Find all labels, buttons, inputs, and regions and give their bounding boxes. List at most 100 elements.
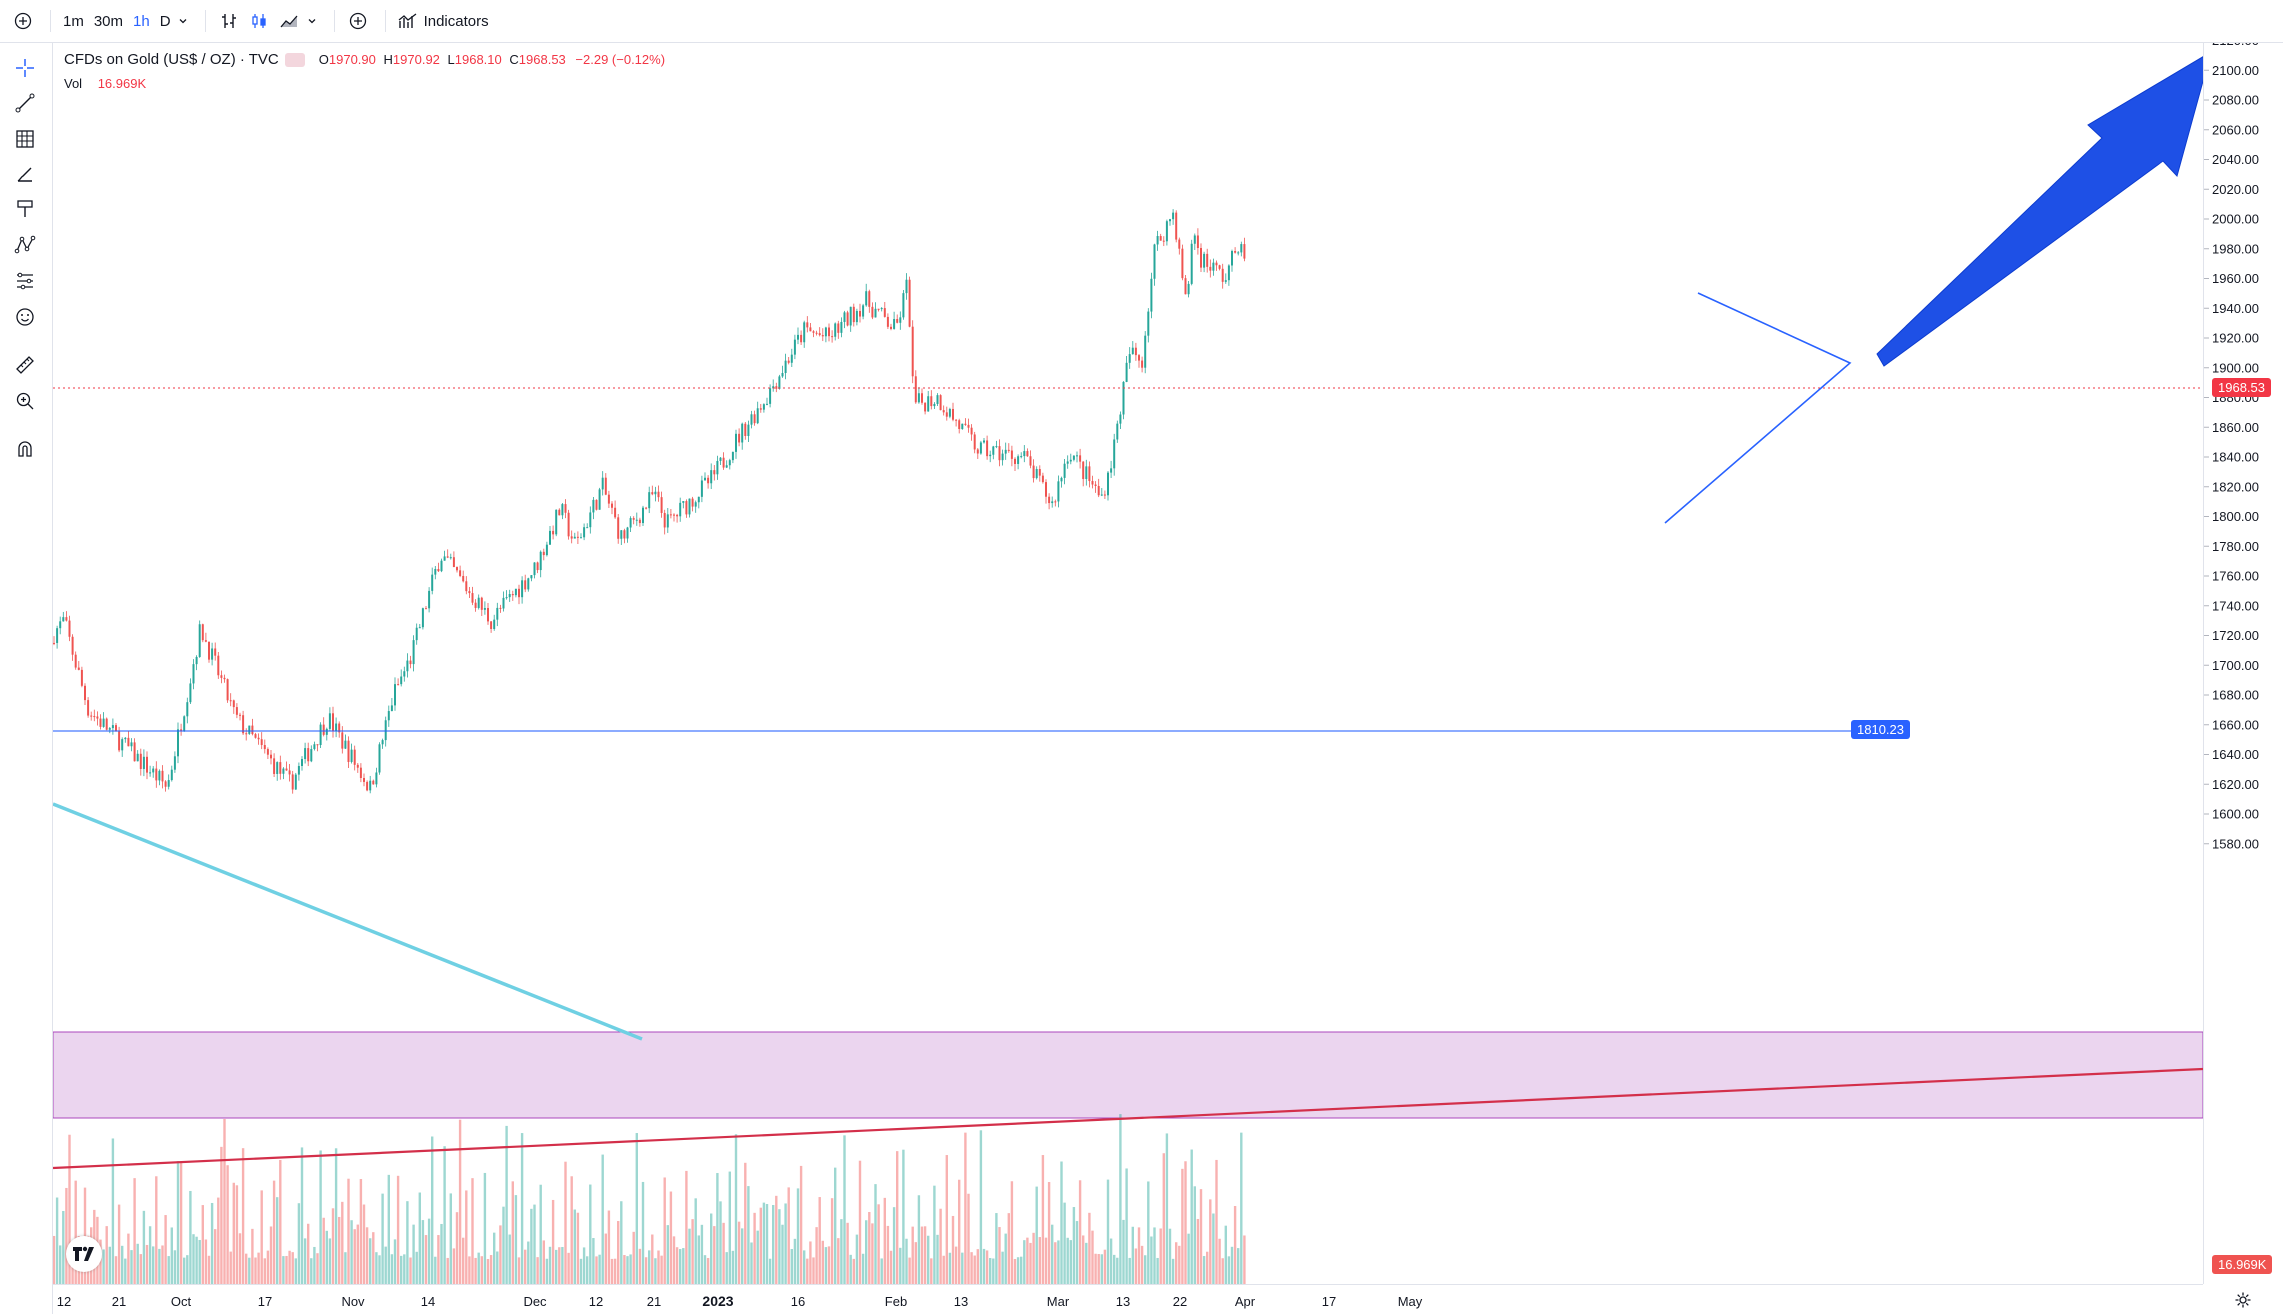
volume-bar (353, 1229, 356, 1284)
chart-canvas[interactable] (53, 43, 2203, 1284)
compare-add-icon[interactable] (345, 8, 371, 34)
ascending-trendline[interactable] (53, 1067, 2203, 1170)
volume-bar (142, 1210, 146, 1284)
forecast-arrow[interactable] (1876, 52, 2203, 367)
candle-body (366, 781, 369, 791)
volume-bar (170, 1227, 173, 1284)
candle-body (332, 713, 334, 732)
volume-bar (772, 1205, 775, 1284)
candle-body (223, 677, 226, 680)
candle-body (694, 502, 697, 507)
chart-pane[interactable]: CFDs on Gold (US$ / OZ) · TVC O1970.90 H… (53, 43, 2203, 1284)
forecast-tool-icon[interactable] (11, 267, 39, 295)
volume-bar (210, 1202, 214, 1284)
trend-line-icon[interactable] (11, 89, 39, 117)
candle-body (189, 683, 192, 703)
candle-body (319, 724, 322, 746)
triangle-pattern[interactable] (1664, 292, 1852, 524)
indicators-button[interactable]: Indicators (398, 12, 489, 30)
volume-bar (564, 1161, 567, 1284)
candle-body (248, 725, 251, 734)
volume-bar (728, 1171, 731, 1284)
volume-bar (201, 1205, 204, 1284)
candle-body (428, 590, 431, 609)
volume-bar (573, 1209, 576, 1284)
candle-body (204, 640, 207, 642)
ruler-icon[interactable] (11, 351, 39, 379)
volume-bar (272, 1180, 276, 1284)
candle-body (862, 305, 865, 317)
chevron-down-icon[interactable] (304, 8, 320, 34)
candle-body (735, 433, 737, 452)
candle-body (1181, 248, 1184, 279)
candle-body (1007, 449, 1010, 451)
volume-bar (1140, 1245, 1144, 1284)
zoom-in-icon[interactable] (11, 387, 39, 415)
candle-body (1076, 455, 1078, 457)
interval-1h[interactable]: 1h (133, 12, 150, 30)
magnet-icon[interactable] (11, 435, 39, 463)
volume-bar (598, 1254, 601, 1284)
candle-body (111, 725, 114, 729)
candle-body (167, 780, 170, 787)
candles-icon[interactable] (246, 8, 272, 34)
volume-bar (152, 1246, 155, 1284)
volume-bar (861, 1253, 865, 1284)
volume-bar (1057, 1240, 1060, 1284)
settings-gear-icon[interactable] (2230, 1287, 2256, 1313)
pattern-tool-icon[interactable] (11, 231, 39, 259)
volume-bar (1013, 1258, 1017, 1284)
interval-1m[interactable]: 1m (63, 12, 84, 30)
bar-chart-icon[interactable] (216, 8, 242, 34)
candle-body (961, 423, 964, 430)
candle-body (214, 648, 217, 656)
volume-bar (914, 1242, 917, 1284)
volume-bar (1128, 1257, 1131, 1284)
time-axis[interactable]: 12 21 Oct 17 Nov 14 Dec 12 21 2023 16 Feb 13 Mar 13 22 A… (53, 1284, 2251, 1315)
interval-30m[interactable]: 30m (93, 12, 124, 30)
volume-bar (533, 1204, 536, 1284)
symbol-title[interactable]: CFDs on Gold (US$ / OZ) · TVC (64, 51, 279, 68)
volume-bar (204, 1239, 208, 1284)
candle-body (1218, 265, 1221, 269)
candle-body (350, 749, 353, 762)
area-chart-icon[interactable] (276, 8, 302, 34)
candle-body (1150, 278, 1153, 312)
volume-bar (303, 1238, 307, 1284)
candle-body (626, 527, 629, 539)
volume-bar (1106, 1179, 1110, 1284)
volume-bar (936, 1234, 939, 1284)
horizontal-line-label[interactable]: 1810.23 (1851, 720, 1910, 739)
descending-trendline[interactable] (53, 802, 643, 1041)
chevron-down-icon[interactable] (175, 8, 191, 34)
brush-icon[interactable] (11, 160, 39, 188)
crosshair-icon[interactable] (11, 54, 39, 82)
volume-bar (849, 1254, 852, 1284)
interval-d[interactable]: D (159, 12, 171, 30)
volume-bar (852, 1258, 855, 1284)
volume-bar (982, 1248, 986, 1284)
candle-body (387, 711, 390, 721)
candle-body (1203, 253, 1206, 268)
tradingview-logo[interactable] (66, 1236, 102, 1272)
text-tool-icon[interactable] (11, 195, 39, 223)
candle-body (1221, 268, 1224, 282)
volume-bar (617, 1221, 620, 1284)
emoji-icon[interactable] (11, 303, 39, 331)
volume-value: 16.969K (97, 76, 147, 91)
volume-bar (889, 1250, 893, 1284)
current-price-badge: 1968.53 (2212, 378, 2271, 397)
candle-body (719, 457, 722, 461)
market-status-icon[interactable] (284, 52, 305, 67)
candle-body (490, 621, 493, 629)
candle-body (1162, 240, 1165, 242)
add-symbol-icon[interactable] (10, 8, 36, 34)
candle-body (459, 570, 462, 576)
candle-body (558, 509, 561, 516)
grid-tool-icon[interactable] (11, 125, 39, 153)
volume-bar (536, 1257, 539, 1284)
support-zone[interactable] (53, 1031, 2203, 1119)
candle-body (195, 656, 198, 665)
candle-body (769, 388, 772, 404)
